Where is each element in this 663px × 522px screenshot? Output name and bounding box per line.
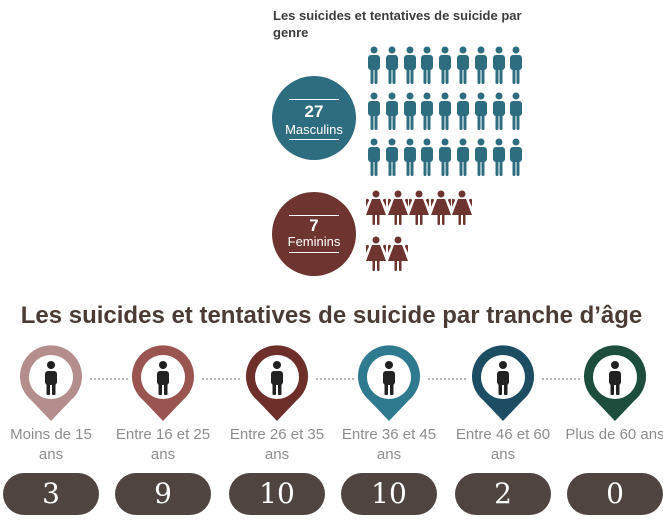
- age-group-label: Plus de 60 ans: [565, 426, 663, 443]
- age-group-count: 3: [3, 473, 99, 515]
- male-person-icon: [492, 138, 505, 176]
- male-person-icon: [457, 46, 469, 84]
- male-person-icon: [385, 46, 398, 84]
- age-group-label: Entre 16 et 25 ans: [115, 426, 211, 463]
- age-group-count: 9: [115, 473, 211, 515]
- male-person-icon: [368, 138, 380, 176]
- age-group-label: Moins de 15 ans: [10, 426, 92, 463]
- female-count: 7: [309, 216, 319, 235]
- male-person-icon: [439, 92, 452, 130]
- divider: [289, 215, 339, 216]
- male-person-icon: [474, 46, 487, 84]
- male-person-icon: [368, 46, 380, 84]
- dotted-connector: [428, 378, 466, 380]
- age-group-label: Entre 36 et 45 ans: [341, 426, 437, 463]
- age-group-count: 10: [341, 473, 437, 515]
- male-count: 27: [304, 102, 324, 121]
- teen-icon: [132, 345, 194, 421]
- male-person-icon: [510, 46, 523, 84]
- divider: [289, 99, 339, 100]
- dotted-connector: [202, 378, 240, 380]
- male-person-icon: [421, 46, 434, 84]
- child-icon: [20, 345, 82, 421]
- businessman-icon: [246, 345, 308, 421]
- male-person-icon: [439, 46, 452, 84]
- male-person-icon: [403, 138, 416, 176]
- male-person-icon: [368, 92, 380, 130]
- male-person-icon: [457, 138, 469, 176]
- female-count-badge: 7 Feminins: [272, 192, 356, 276]
- female-label: Feminins: [287, 234, 341, 249]
- divider: [289, 252, 339, 253]
- male-person-icon: [421, 92, 434, 130]
- male-person-icon: [474, 92, 487, 130]
- elderly-cane-icon: [584, 345, 646, 421]
- adult-icon: [472, 345, 534, 421]
- dotted-connector: [90, 378, 128, 380]
- male-label: Masculins: [285, 122, 343, 137]
- age-group-label: Entre 46 et 60 ans: [455, 426, 551, 463]
- female-person-icon: [452, 190, 472, 225]
- gender-section-title: Les suicides et tentatives de suicide pa…: [273, 8, 522, 40]
- male-person-icon: [385, 92, 398, 130]
- male-person-icon: [474, 138, 487, 176]
- male-person-icon: [492, 92, 505, 130]
- age-section-title: Les suicides et tentatives de suicide pa…: [20, 302, 643, 329]
- female-person-icon: [387, 190, 408, 225]
- age-group-count: 2: [455, 473, 551, 515]
- dotted-connector: [316, 378, 354, 380]
- male-count-badge: 27 Masculins: [272, 76, 356, 160]
- age-group-label: Entre 26 et 35 ans: [229, 426, 325, 463]
- female-person-icon: [430, 190, 451, 225]
- male-person-icon: [457, 92, 469, 130]
- male-person-icon: [492, 46, 505, 84]
- female-person-icon: [409, 190, 429, 225]
- male-person-icon: [439, 138, 452, 176]
- male-person-icon: [510, 138, 523, 176]
- female-person-icon: [387, 236, 408, 271]
- male-person-icon: [403, 92, 416, 130]
- divider: [289, 139, 339, 140]
- male-person-icon: [385, 138, 398, 176]
- female-person-icon: [366, 236, 386, 271]
- dotted-connector: [542, 378, 580, 380]
- businessman-icon: [358, 345, 420, 421]
- age-group-count: 10: [229, 473, 325, 515]
- male-person-icon: [421, 138, 434, 176]
- male-person-icon: [510, 92, 523, 130]
- male-person-icon: [403, 46, 416, 84]
- age-group-count: 0: [567, 473, 663, 515]
- female-person-icon: [366, 190, 386, 225]
